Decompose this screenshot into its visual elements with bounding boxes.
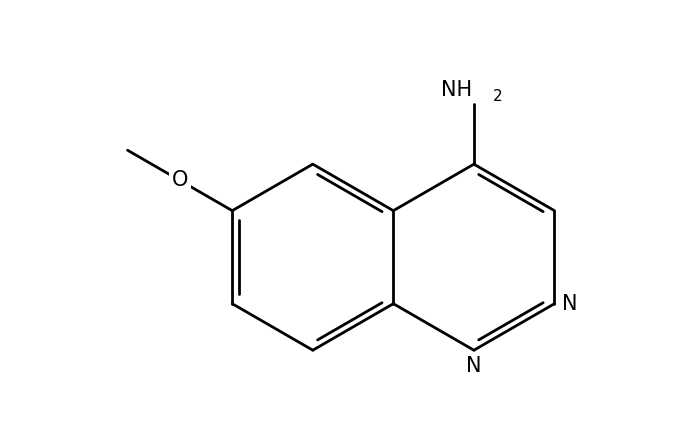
- Text: NH: NH: [441, 80, 472, 100]
- Text: 2: 2: [492, 89, 502, 104]
- Text: N: N: [466, 356, 481, 376]
- Text: N: N: [562, 294, 578, 314]
- Text: O: O: [172, 170, 188, 190]
